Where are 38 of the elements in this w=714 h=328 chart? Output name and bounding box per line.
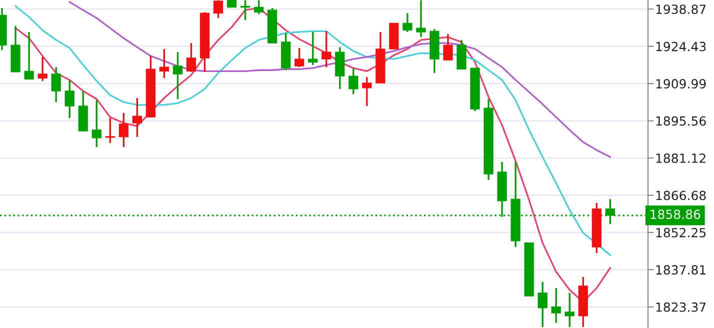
y-tick-label: 1924.43 — [656, 42, 706, 52]
candlestick — [335, 46, 345, 90]
candlestick — [64, 79, 74, 119]
candlestick — [564, 292, 574, 328]
candlestick — [538, 281, 548, 328]
candlestick — [105, 117, 115, 144]
candlestick — [172, 51, 183, 100]
candlestick — [456, 39, 466, 70]
candlestick — [24, 31, 34, 80]
y-tick-label: 1866.68 — [656, 190, 706, 200]
y-tick-label: 1909.99 — [656, 79, 706, 88]
y-tick-label: 1837.81 — [656, 265, 706, 275]
candlestick — [213, 0, 224, 19]
y-tick-label: 1938.87 — [656, 4, 706, 14]
y-tick-label: 1823.37 — [656, 302, 706, 312]
candlestick — [186, 42, 196, 73]
y-tick-label: 1881.12 — [656, 153, 706, 163]
candlestick — [322, 30, 332, 68]
candlestick — [294, 47, 304, 68]
candlestick — [118, 112, 128, 148]
y-tick-label: 1895.56 — [656, 116, 706, 126]
candlestick — [551, 287, 561, 324]
candlestick — [308, 31, 318, 66]
line-series — [68, 1, 611, 158]
candlestick — [362, 76, 372, 107]
candlestick — [132, 97, 142, 138]
candlestick — [38, 56, 48, 82]
candlestick — [402, 12, 412, 33]
candlestick — [348, 67, 358, 95]
y-tick-label: 1852.25 — [656, 228, 706, 238]
candlestick — [51, 66, 61, 103]
line-series — [14, 5, 611, 256]
candlestick — [159, 48, 170, 79]
candlestick — [416, 0, 426, 38]
ref-line-label: 1858.86 — [650, 210, 700, 220]
candlestick — [92, 99, 102, 148]
candlestick — [443, 33, 453, 61]
candlestick — [254, 0, 264, 16]
